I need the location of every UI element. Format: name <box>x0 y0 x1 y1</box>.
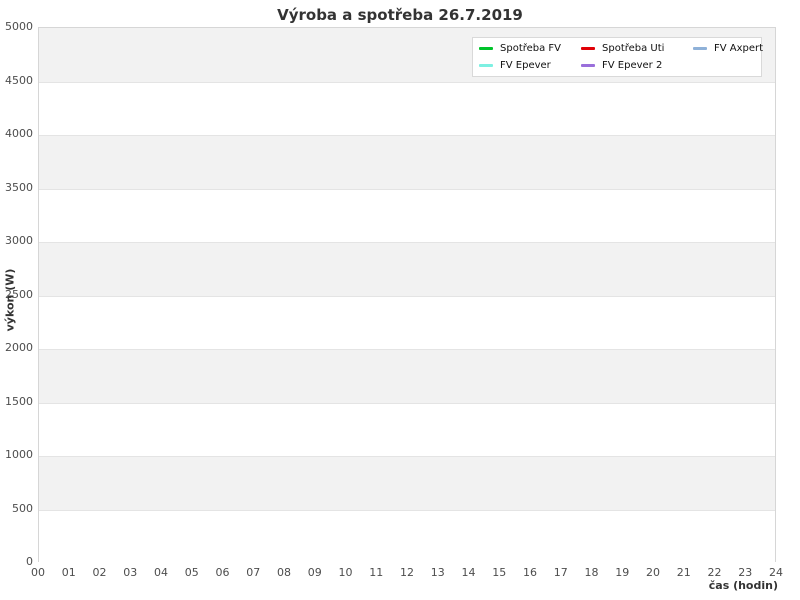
x-tick-label: 22 <box>707 566 722 579</box>
y-tick-label: 3500 <box>5 180 33 194</box>
gridline <box>39 135 775 136</box>
background-band <box>39 402 775 456</box>
x-tick-label: 05 <box>184 566 199 579</box>
legend: Spotřeba FV FV Epever Spotřeba Uti FV Epeve… <box>472 37 763 77</box>
y-tick-label: 4000 <box>5 127 33 140</box>
background-band <box>39 509 775 563</box>
background-band <box>39 456 775 510</box>
x-tick-label: 21 <box>676 566 691 579</box>
gridline <box>39 188 775 190</box>
y-tick-label: 4500 <box>5 73 33 87</box>
gridline <box>39 509 775 511</box>
legend-line-swatch <box>479 64 493 67</box>
background-band <box>39 81 775 135</box>
x-tick-label: 23 <box>738 566 753 579</box>
y-axis-label: výkon (W) <box>3 268 17 332</box>
legend-line-swatch <box>581 64 595 67</box>
background-band <box>39 349 775 403</box>
x-tick-label: 03 <box>123 566 138 579</box>
gridline <box>39 349 775 350</box>
y-tick-label: 500 <box>12 501 33 515</box>
x-tick-label: 06 <box>215 566 230 579</box>
legend-item: FV Epever <box>479 60 581 71</box>
x-tick-label: 18 <box>584 566 599 579</box>
x-tick-label: 20 <box>646 566 660 579</box>
background-band <box>39 135 775 189</box>
background-band <box>39 295 775 349</box>
x-tick-label: 14 <box>461 566 476 579</box>
gridline <box>39 402 775 404</box>
x-tick-label: 04 <box>154 566 168 579</box>
legend-line-swatch <box>479 47 493 50</box>
x-tick-label: 10 <box>338 566 353 579</box>
gridline <box>39 456 775 457</box>
x-tick-label: 12 <box>400 566 414 579</box>
y-tick-label: 2000 <box>5 341 33 354</box>
y-tick-label: 1000 <box>5 448 33 461</box>
x-tick-label: 19 <box>615 566 630 579</box>
legend-line-swatch <box>693 47 707 50</box>
gridline <box>39 81 775 83</box>
gridline <box>39 242 775 243</box>
y-tick-label: 2500 <box>5 287 33 301</box>
legend-item: FV Epever 2 <box>581 60 693 71</box>
background-band <box>39 242 775 296</box>
legend-item: Spotřeba Uti <box>581 43 693 54</box>
gridline <box>39 295 775 297</box>
background-band <box>39 188 775 242</box>
y-tick-label: 0 <box>26 555 33 568</box>
x-tick-label: 17 <box>553 566 568 579</box>
x-tick-label: 08 <box>277 566 291 579</box>
x-tick-label: 15 <box>492 566 507 579</box>
legend-label: Spotřeba FV <box>500 43 562 54</box>
legend-line-swatch <box>581 47 595 50</box>
x-tick-label: 01 <box>61 566 76 579</box>
legend-item: FV Axpert <box>693 43 763 54</box>
legend-item: Spotřeba FV <box>479 43 581 54</box>
plot-area <box>38 27 776 563</box>
legend-label: FV Epever <box>500 60 551 71</box>
y-tick-label: 1500 <box>5 394 33 408</box>
x-tick-label: 00 <box>31 566 45 579</box>
chart-title: Výroba a spotřeba 26.7.2019 <box>277 6 523 24</box>
y-tick-label: 5000 <box>5 20 33 33</box>
x-tick-label: 24 <box>769 566 783 579</box>
x-tick-label: 16 <box>523 566 537 579</box>
x-tick-label: 11 <box>369 566 384 579</box>
legend-label: FV Axpert <box>714 43 764 54</box>
legend-label: FV Epever 2 <box>602 60 663 71</box>
x-tick-label: 13 <box>430 566 445 579</box>
x-axis-label: čas (hodin) <box>708 579 778 592</box>
x-tick-label: 09 <box>307 566 322 579</box>
y-tick-label: 3000 <box>5 234 33 247</box>
legend-label: Spotřeba Uti <box>602 43 665 54</box>
x-tick-label: 07 <box>246 566 261 579</box>
x-tick-label: 02 <box>92 566 107 579</box>
